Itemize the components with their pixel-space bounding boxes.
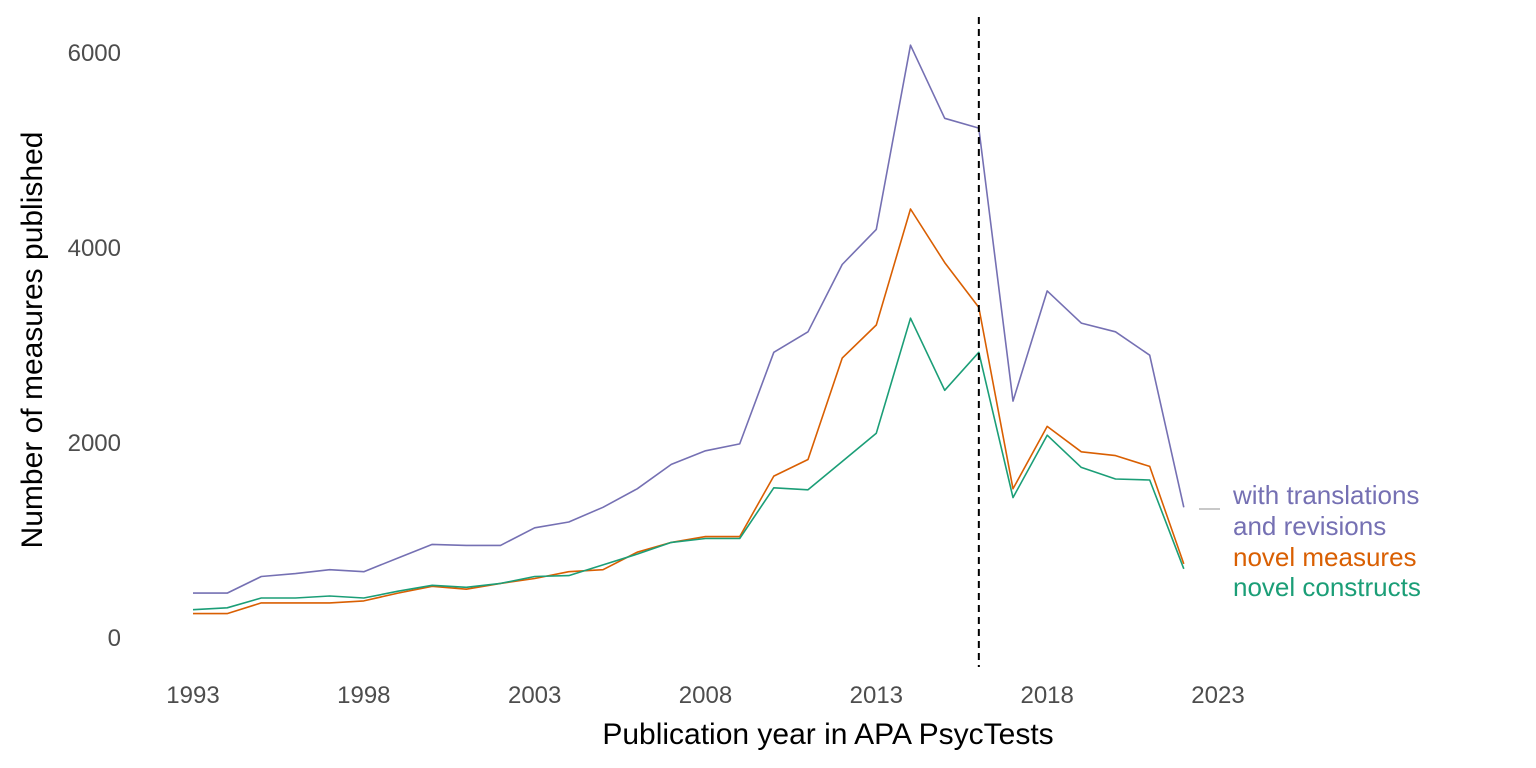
legend-label-revisions: and revisions: [1233, 511, 1386, 541]
x-tick-label: 2008: [679, 682, 732, 709]
legend: with translations and revisions novel me…: [1199, 480, 1421, 602]
series-lines: [192, 44, 1185, 615]
y-axis-ticks: 0 2000 4000 6000: [68, 40, 121, 652]
y-tick-label: 4000: [68, 235, 121, 262]
x-axis-ticks: 1993 1998 2003 2008 2013 2018 2023: [166, 682, 1244, 709]
x-tick-label: 2023: [1191, 682, 1244, 709]
y-tick-label: 6000: [68, 40, 121, 67]
legend-label-novel-measures: novel measures: [1233, 542, 1417, 572]
x-tick-label: 1993: [166, 682, 219, 709]
x-tick-label: 1998: [337, 682, 390, 709]
legend-label-novel-constructs: novel constructs: [1233, 572, 1421, 602]
y-axis-title: Number of measures published: [16, 132, 49, 549]
series-line-novel-constructs: [192, 317, 1185, 611]
y-tick-label: 2000: [68, 430, 121, 457]
x-tick-label: 2018: [1020, 682, 1073, 709]
y-tick-label: 0: [108, 625, 121, 652]
x-axis-title: Publication year in APA PsycTests: [602, 718, 1053, 751]
series-line-translations-revisions: [193, 44, 1185, 594]
legend-label-translations: with translations: [1232, 480, 1419, 510]
series-line-novel-measures: [193, 208, 1185, 615]
x-tick-label: 2013: [850, 682, 903, 709]
x-tick-label: 2003: [508, 682, 561, 709]
